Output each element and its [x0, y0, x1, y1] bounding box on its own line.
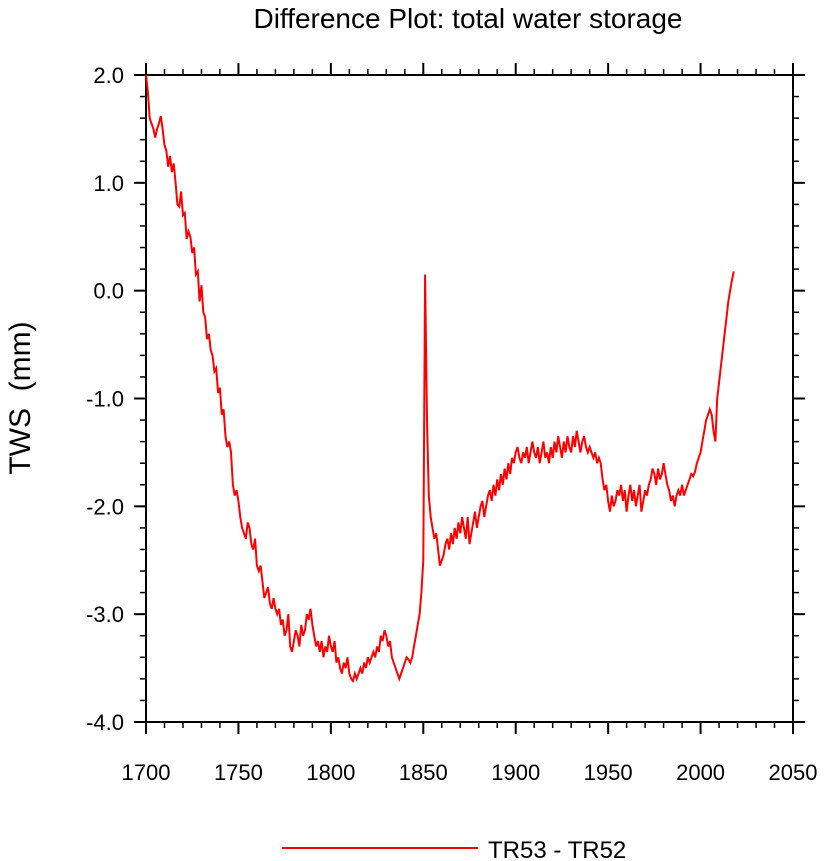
y-tick-label: -4.0 [86, 710, 124, 735]
plot-frame [145, 74, 794, 723]
y-tick-label: -1.0 [86, 387, 124, 412]
y-tick-label: -3.0 [86, 602, 124, 627]
x-tick-label: 1900 [491, 760, 540, 785]
x-tick-label: 2050 [769, 760, 818, 785]
x-tick-label: 1700 [122, 760, 171, 785]
x-tick-label: 1750 [214, 760, 263, 785]
x-tick-label: 1850 [399, 760, 448, 785]
series-line-tr53-tr52 [145, 74, 735, 684]
x-tick-label: 1800 [306, 760, 355, 785]
y-tick-label: 2.0 [93, 63, 124, 88]
y-axis-label: TWS (mm) [4, 321, 37, 474]
axis-tick-labels: 2.0 1.0 0.0 -1.0 -2.0 -3.0 -4.0 1700 1750 1800 185… [86, 63, 817, 785]
chart-title: Difference Plot: total water storage [253, 3, 682, 34]
axis-ticks [134, 63, 805, 734]
legend-label: TR53 - TR52 [488, 837, 626, 861]
x-tick-label: 2000 [676, 760, 725, 785]
y-tick-label: -2.0 [86, 494, 124, 519]
y-tick-label: 0.0 [93, 279, 124, 304]
y-tick-label: 1.0 [93, 171, 124, 196]
x-tick-label: 1950 [584, 760, 633, 785]
